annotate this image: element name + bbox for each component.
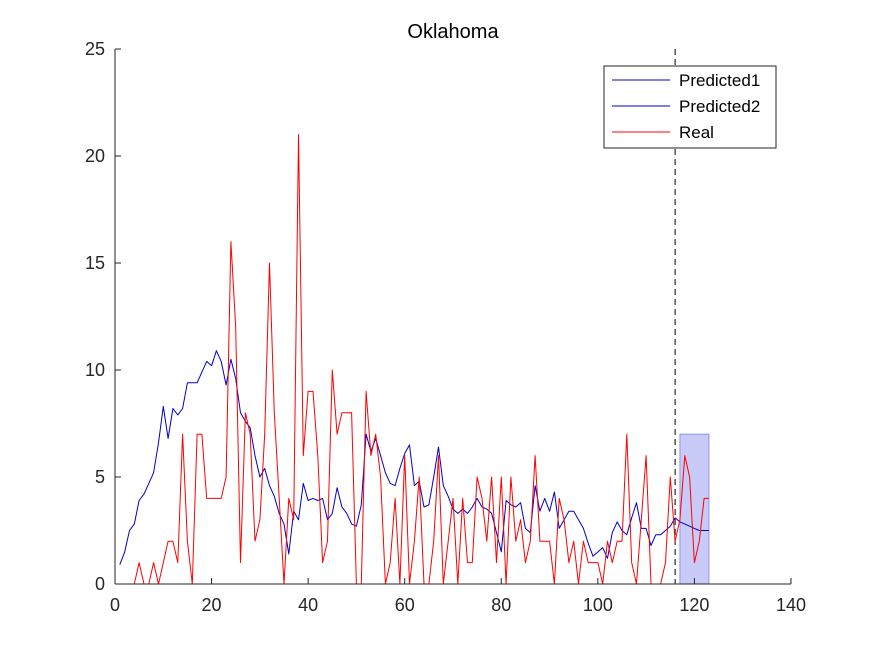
x-tick-label: 80 [491, 595, 511, 615]
y-tick-label: 25 [85, 39, 105, 59]
x-tick-label: 60 [395, 595, 415, 615]
y-tick-label: 15 [85, 253, 105, 273]
chart-title: Oklahoma [407, 21, 499, 43]
x-tick-label: 20 [202, 595, 222, 615]
x-tick-label: 120 [679, 595, 709, 615]
plot-area [119, 49, 710, 585]
y-tick-label: 10 [85, 360, 105, 380]
x-tick-label: 40 [298, 595, 318, 615]
x-tick-label: 100 [583, 595, 613, 615]
x-tick-label: 0 [110, 595, 120, 615]
x-tick-label: 140 [776, 595, 806, 615]
legend-label-real: Real [679, 123, 714, 142]
y-tick-label: 0 [95, 574, 105, 594]
legend: Predicted1 Predicted2 Real [603, 65, 777, 149]
series-line-predicted1 [119, 350, 676, 565]
y-tick-label: 20 [85, 146, 105, 166]
legend-label-predicted2: Predicted2 [679, 97, 760, 116]
axes: 0 20 40 60 80 100 120 140 0 5 10 15 20 25 [85, 39, 806, 615]
y-tick-label: 5 [95, 467, 105, 487]
series-line-real [119, 134, 709, 585]
legend-label-predicted1: Predicted1 [679, 71, 760, 90]
